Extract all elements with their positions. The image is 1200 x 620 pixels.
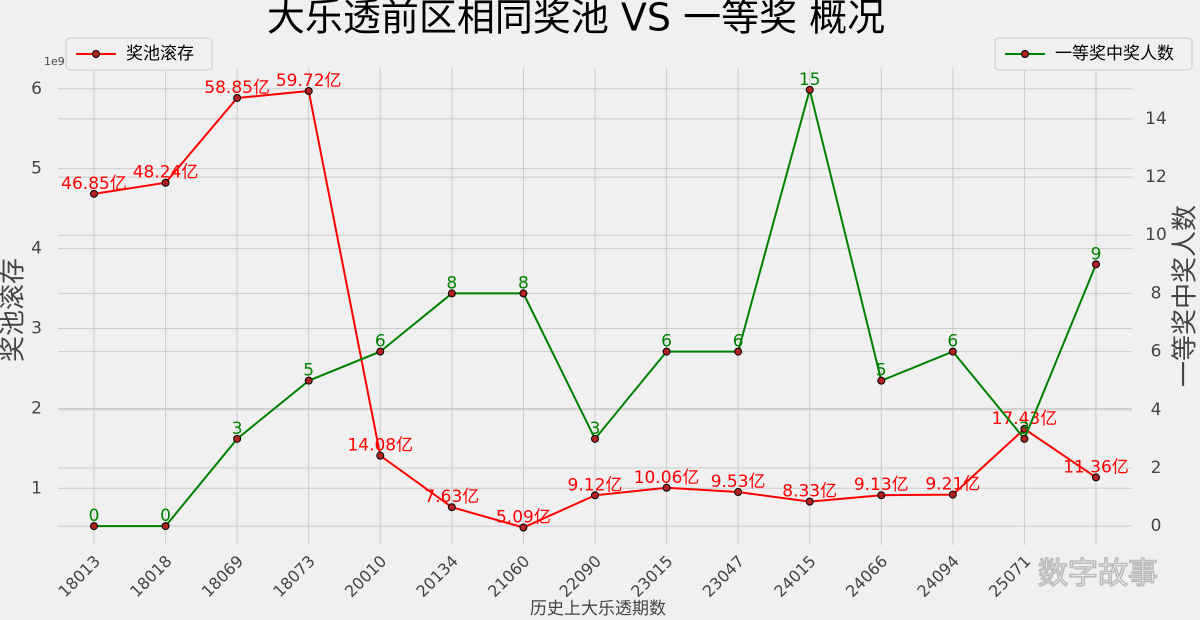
y-tick-label: 4 [31, 239, 42, 259]
legend-marker [92, 50, 100, 58]
data-label: 6 [947, 332, 958, 352]
y-tick-label: 1 [31, 478, 42, 498]
data-point [948, 490, 957, 499]
data-label: 59.72亿 [276, 71, 342, 91]
data-label: 9.12亿 [568, 475, 623, 495]
data-label: 3 [1019, 419, 1030, 439]
y2-tick-label: 4 [1151, 400, 1162, 420]
data-label: 9 [1091, 244, 1102, 264]
data-point [877, 491, 886, 500]
data-label: 8.33亿 [782, 482, 837, 502]
data-point [1091, 260, 1100, 269]
legend-label: 奖池滚存 [126, 44, 194, 64]
legend: 一等奖中奖人数 [994, 37, 1193, 71]
data-label: 9.53亿 [711, 472, 766, 492]
data-label: 5 [303, 361, 314, 381]
y-tick-label: 5 [31, 159, 42, 179]
data-point [805, 85, 814, 94]
data-label: 0 [89, 506, 100, 526]
data-label: 15 [799, 70, 821, 90]
data-point [304, 87, 313, 96]
y2-axis-label: 一等奖中奖人数 [1171, 205, 1200, 387]
legend-marker [1021, 50, 1029, 58]
data-label: 14.08亿 [347, 436, 413, 456]
data-label: 6 [375, 332, 386, 352]
data-point [662, 347, 671, 356]
y2-tick-label: 2 [1151, 458, 1162, 478]
y2-tick-label: 0 [1151, 516, 1162, 536]
data-point [590, 434, 599, 443]
data-point [447, 503, 456, 512]
data-point [590, 491, 599, 500]
data-label: 11.36亿 [1063, 457, 1129, 477]
data-point [447, 289, 456, 298]
data-point [1020, 434, 1029, 443]
data-point [304, 376, 313, 385]
y-offset-label: 1e9 [44, 55, 65, 68]
data-label: 7.63亿 [424, 487, 479, 507]
y-tick-label: 3 [31, 318, 42, 338]
y2-tick-label: 14 [1145, 109, 1167, 129]
data-label: 6 [661, 332, 672, 352]
data-point [519, 289, 528, 298]
x-axis-label: 历史上大乐透期数 [530, 599, 666, 619]
y2-tick-label: 10 [1145, 225, 1167, 245]
data-point [161, 178, 170, 187]
watermark: 数字故事 [1038, 557, 1158, 592]
data-point [734, 347, 743, 356]
data-point [161, 522, 170, 531]
data-label: 5 [876, 361, 887, 381]
y2-tick-label: 8 [1151, 283, 1162, 303]
data-label: 3 [590, 419, 601, 439]
y-tick-label: 2 [31, 398, 42, 418]
data-label: 46.85亿 [61, 174, 127, 194]
data-label: 0 [160, 506, 171, 526]
data-label: 9.13亿 [854, 475, 909, 495]
legend-label: 一等奖中奖人数 [1055, 44, 1174, 64]
y-tick-label: 6 [31, 79, 42, 99]
data-point [805, 497, 814, 506]
data-point [90, 189, 98, 198]
data-point [376, 347, 385, 356]
data-point [948, 347, 957, 356]
y2-tick-label: 6 [1151, 342, 1162, 362]
legend-box [65, 37, 213, 71]
data-label: 8 [518, 273, 529, 293]
data-label: 17.43亿 [992, 409, 1058, 429]
data-label: 48.24亿 [133, 163, 199, 183]
y2-tick-label: 12 [1145, 167, 1167, 187]
data-label: 3 [232, 419, 243, 439]
y-axis-label: 奖池滚存 [0, 258, 29, 362]
data-point [233, 93, 242, 102]
data-point [233, 434, 242, 443]
data-point [519, 523, 528, 532]
data-point [1091, 473, 1100, 482]
data-point [734, 488, 743, 497]
data-point [90, 522, 98, 531]
data-label: 9.21亿 [925, 475, 980, 495]
legend: 奖池滚存 [65, 37, 213, 71]
data-point [877, 376, 886, 385]
data-label: 5.09亿 [496, 508, 551, 528]
data-point [376, 451, 385, 460]
data-point [662, 483, 671, 492]
legend-box [994, 37, 1193, 71]
data-label: 10.06亿 [634, 468, 700, 488]
data-label: 58.85亿 [204, 78, 270, 98]
chart-title: 大乐透前区相同奖池 VS 一等奖 概况 [267, 0, 885, 40]
data-label: 6 [733, 332, 744, 352]
data-label: 8 [446, 273, 457, 293]
